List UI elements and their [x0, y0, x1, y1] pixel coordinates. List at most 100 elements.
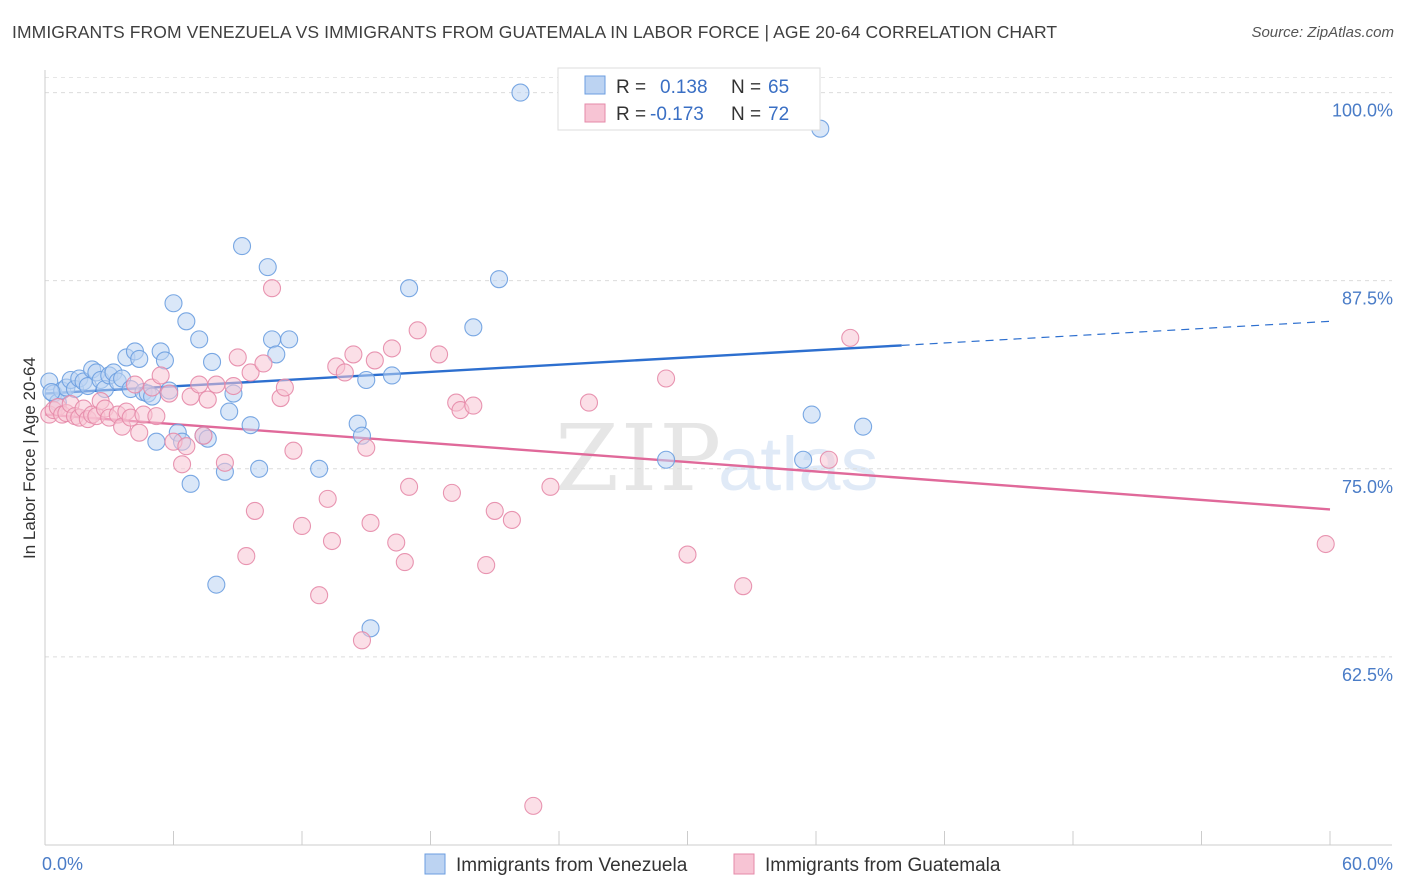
point-1-44: [284, 441, 303, 460]
bottom-legend-swatch-venezuela: [424, 853, 446, 875]
point-0-27: [155, 351, 174, 370]
point-1-67: [485, 501, 504, 520]
point-1-36: [228, 348, 247, 367]
point-0-44: [250, 459, 269, 478]
legend-swatch-guatemala: [584, 103, 606, 123]
point-0-29: [164, 294, 183, 313]
point-1-58: [395, 553, 414, 572]
point-1-55: [365, 351, 384, 370]
point-0-38: [207, 575, 226, 594]
point-1-19: [125, 375, 144, 394]
trend-line-0: [44, 344, 902, 395]
legend-n-value-1: 65: [768, 77, 789, 98]
point-0-59: [657, 450, 676, 469]
point-1-32: [198, 390, 217, 409]
legend-r-label-2: R =: [616, 104, 646, 125]
point-1-69: [524, 796, 543, 815]
point-1-34: [215, 453, 234, 472]
y-tick-label-1: 75.0%: [1342, 477, 1393, 497]
point-1-50: [335, 363, 354, 382]
x-tick-labels: 0.0% 60.0%: [42, 854, 1393, 874]
point-1-27: [173, 455, 192, 474]
legend-r-value-2: -0.173: [650, 104, 704, 125]
point-1-28: [177, 437, 196, 456]
point-1-53: [357, 438, 376, 457]
point-0-48: [280, 330, 299, 349]
point-0-42: [232, 237, 252, 256]
point-0-40: [220, 402, 239, 421]
point-0-54: [382, 366, 402, 385]
legend-bottom: Immigrants from Venezuela Immigrants fro…: [424, 853, 1001, 876]
trend-line-0-dashed: [901, 320, 1331, 346]
point-1-30: [190, 375, 209, 394]
point-0-25: [147, 432, 166, 451]
point-1-61: [430, 345, 449, 364]
point-0-34: [190, 330, 209, 349]
point-1-62: [442, 483, 461, 502]
point-0-45: [258, 258, 277, 277]
point-1-71: [579, 393, 599, 412]
point-1-35: [224, 376, 243, 396]
point-1-52: [352, 631, 372, 650]
point-0-46: [262, 330, 282, 349]
point-1-48: [322, 531, 342, 551]
x-tick-label-0: 0.0%: [42, 854, 83, 874]
point-1-56: [382, 339, 402, 358]
point-0-58: [511, 83, 530, 102]
point-1-45: [292, 516, 312, 536]
point-0-47: [267, 345, 286, 364]
point-1-54: [361, 513, 380, 533]
point-1-73: [678, 545, 697, 564]
point-0-63: [854, 417, 873, 436]
bottom-legend-swatch-guatemala: [733, 853, 755, 875]
point-0-37: [203, 352, 222, 371]
point-1-23: [147, 407, 166, 426]
point-1-72: [657, 369, 676, 388]
legend-n-value-2: 72: [768, 104, 789, 125]
legend-n-label-2: N =: [731, 104, 761, 125]
y-tick-label-3: 100.0%: [1332, 101, 1393, 121]
y-tick-label-2: 87.5%: [1342, 289, 1393, 309]
watermark: ZIP atlas: [555, 405, 879, 512]
point-1-20: [130, 423, 149, 442]
point-0-43: [241, 416, 260, 435]
point-0-55: [400, 279, 419, 298]
point-1-40: [254, 354, 273, 373]
x-tick-label-1: 60.0%: [1342, 854, 1393, 874]
point-0-64: [42, 382, 61, 402]
point-1-68: [502, 510, 521, 530]
point-1-24: [151, 366, 170, 385]
point-0-49: [310, 459, 329, 478]
point-0-52: [357, 370, 376, 390]
point-1-31: [194, 426, 213, 445]
point-1-47: [318, 489, 337, 508]
point-1-66: [477, 556, 496, 575]
point-1-38: [241, 363, 260, 382]
point-0-32: [177, 312, 196, 331]
point-1-46: [310, 586, 329, 605]
legend-top: R = 0.138 N = 65 R = -0.173 N = 72: [557, 67, 821, 131]
legend-n-label-1: N =: [731, 77, 761, 98]
point-0-21: [130, 349, 149, 368]
source-label: Source: ZipAtlas.com: [1251, 24, 1394, 41]
point-1-70: [541, 477, 560, 496]
point-1-65: [464, 396, 483, 415]
point-1-77: [841, 328, 860, 347]
point-1-74: [734, 577, 753, 596]
point-1-37: [237, 547, 256, 566]
point-1-78: [1316, 534, 1335, 554]
point-1-76: [819, 450, 838, 469]
y-axis-title: In Labor Force | Age 20-64: [20, 357, 39, 559]
point-1-59: [400, 477, 419, 496]
trend-line-1: [44, 413, 1331, 511]
point-0-57: [489, 270, 509, 289]
point-1-57: [387, 533, 406, 552]
legend-r-label-1: R =: [616, 77, 646, 98]
trend-lines: [44, 320, 1331, 511]
bottom-legend-label-guatemala: Immigrants from Guatemala: [765, 855, 1001, 876]
point-1-60: [408, 321, 427, 340]
point-0-60: [794, 450, 813, 469]
point-0-33: [181, 474, 200, 493]
point-0-61: [802, 405, 821, 424]
point-0-56: [464, 318, 483, 337]
